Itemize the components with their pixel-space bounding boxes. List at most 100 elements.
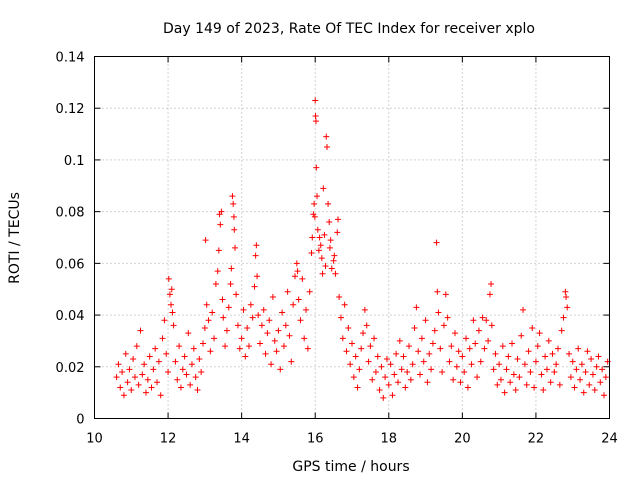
data-point xyxy=(242,353,249,360)
data-point xyxy=(503,366,510,373)
data-point xyxy=(529,325,536,331)
data-point xyxy=(294,268,301,275)
data-point xyxy=(446,358,453,365)
data-point xyxy=(194,387,201,394)
data-point xyxy=(316,234,323,241)
data-point xyxy=(431,327,438,334)
data-point xyxy=(569,358,576,365)
data-point xyxy=(304,345,311,352)
data-point xyxy=(312,112,319,119)
data-point xyxy=(577,376,584,383)
data-point xyxy=(228,265,235,272)
y-tick-label: 0.1 xyxy=(64,154,85,169)
data-point xyxy=(205,317,212,324)
data-point xyxy=(573,366,580,373)
data-point xyxy=(327,237,334,244)
data-point xyxy=(192,374,199,381)
data-point xyxy=(318,255,325,262)
data-point xyxy=(512,387,519,394)
data-point xyxy=(525,348,532,355)
data-point xyxy=(505,353,512,360)
y-axis-label: ROTI / TECUs xyxy=(7,192,23,284)
data-point xyxy=(434,288,441,295)
data-point xyxy=(315,247,322,254)
data-point xyxy=(455,348,462,355)
data-point xyxy=(308,250,315,257)
data-point xyxy=(157,392,164,399)
data-point xyxy=(501,389,508,396)
data-point xyxy=(168,286,175,293)
data-point xyxy=(479,314,486,321)
data-point xyxy=(246,343,252,350)
data-point xyxy=(323,133,330,140)
data-point xyxy=(387,361,394,368)
data-point xyxy=(472,340,479,347)
data-point xyxy=(518,332,525,339)
data-point xyxy=(165,368,172,375)
data-point xyxy=(361,306,368,313)
data-point xyxy=(358,345,365,352)
data-point xyxy=(301,335,308,342)
data-point xyxy=(113,374,120,381)
data-point xyxy=(542,353,549,360)
data-point xyxy=(371,335,378,342)
data-point xyxy=(475,327,482,334)
data-point xyxy=(260,306,267,313)
data-point xyxy=(255,312,262,319)
data-point xyxy=(144,376,151,383)
data-point xyxy=(172,358,179,365)
y-tick-label: 0.12 xyxy=(56,102,85,117)
data-point xyxy=(133,343,140,350)
data-point xyxy=(179,366,186,373)
data-point xyxy=(176,343,183,350)
x-tick-label: 14 xyxy=(233,432,250,447)
data-point xyxy=(474,374,481,381)
data-point xyxy=(567,374,574,381)
data-point xyxy=(254,273,261,280)
data-point xyxy=(326,244,333,251)
data-point xyxy=(367,343,374,350)
data-point xyxy=(602,374,609,381)
data-point xyxy=(332,270,339,277)
data-point xyxy=(398,366,405,373)
y-tick-label: 0.02 xyxy=(56,361,85,376)
data-point xyxy=(139,371,146,378)
data-point xyxy=(428,366,435,373)
data-point xyxy=(177,384,184,391)
data-point xyxy=(331,252,338,259)
data-point xyxy=(130,356,137,363)
data-point xyxy=(282,322,289,329)
data-point xyxy=(440,322,447,329)
data-point xyxy=(394,379,401,386)
data-point xyxy=(218,208,225,215)
data-point xyxy=(275,327,282,334)
y-tick-label: 0.14 xyxy=(56,51,85,66)
data-point xyxy=(297,317,304,324)
data-point xyxy=(543,366,550,373)
data-point xyxy=(527,368,534,375)
data-point xyxy=(555,345,561,352)
data-point xyxy=(468,361,475,368)
data-point xyxy=(531,384,538,391)
data-point xyxy=(233,291,240,298)
data-point xyxy=(461,368,468,375)
data-point xyxy=(229,193,236,200)
data-point xyxy=(497,376,504,383)
data-point xyxy=(201,325,208,331)
data-point xyxy=(310,211,317,218)
data-point xyxy=(439,368,446,375)
data-point xyxy=(230,213,237,220)
data-point xyxy=(253,242,260,249)
data-point xyxy=(238,335,245,342)
data-point xyxy=(448,343,455,350)
data-point xyxy=(286,332,293,339)
data-point xyxy=(288,358,295,365)
data-point xyxy=(150,366,157,373)
data-point xyxy=(343,348,350,355)
data-point xyxy=(459,353,466,360)
data-point xyxy=(591,387,598,394)
x-axis-label: GPS time / hours xyxy=(292,459,409,475)
data-point xyxy=(119,368,126,375)
data-point xyxy=(429,340,436,347)
data-point xyxy=(280,343,287,350)
